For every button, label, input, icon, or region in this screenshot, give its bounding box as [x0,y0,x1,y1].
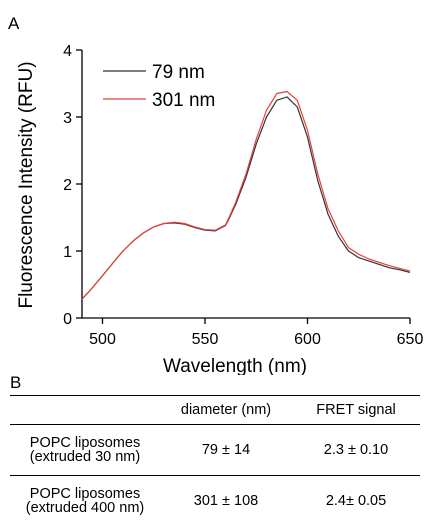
row-name-line2: (extruded 30 nm) [11,450,159,464]
row-diameter: 301 ± 108 [160,476,292,526]
y-tick-label: 3 [63,110,72,127]
row-name-cell: POPC liposomes (extruded 30 nm) [10,425,160,476]
row-diameter: 79 ± 14 [160,425,292,476]
x-tick-label: 550 [192,331,219,348]
row-fret: 2.4± 0.05 [292,476,420,526]
table-header-diameter: diameter (nm) [160,396,292,425]
y-tick-label: 0 [63,311,72,328]
series-line-1 [82,92,410,300]
chart-series [82,92,410,300]
chart-axes [82,50,410,318]
table-header-cell [10,396,160,425]
liposome-table: diameter (nm) FRET signal POPC liposomes… [10,395,420,526]
table-row: POPC liposomes (extruded 400 nm) 301 ± 1… [10,476,420,526]
row-name-cell: POPC liposomes (extruded 400 nm) [10,476,160,526]
table-header-fret: FRET signal [292,396,420,425]
legend-label-1: 301 nm [152,90,215,111]
y-tick-label: 2 [63,177,72,194]
panel-b-label: B [10,373,21,393]
row-name-line1: POPC liposomes [11,487,159,501]
chart-legend: 79 nm 301 nm [103,62,215,111]
x-tick-label: 650 [397,331,424,348]
y-axis-label: Fluorescence Intensity (RFU) [16,61,37,308]
x-tick-label: 500 [89,331,116,348]
table-header-row: diameter (nm) FRET signal [10,396,420,425]
x-axis-label: Wavelength (nm) [163,356,307,375]
y-tick-label: 1 [63,244,72,261]
legend-label-0: 79 nm [152,62,205,83]
row-name-line2: (extruded 400 nm) [11,501,159,515]
y-tick-label: 4 [63,43,72,60]
row-name-line1: POPC liposomes [11,436,159,450]
x-tick-label: 600 [294,331,321,348]
table-row: POPC liposomes (extruded 30 nm) 79 ± 14 … [10,425,420,476]
series-line-0 [82,97,410,299]
fluorescence-chart: 0 1 2 3 4 500 550 600 650 79 nm 301 nm Wavelength… [0,0,426,375]
chart-ticks: 0 1 2 3 4 500 550 600 650 [63,43,423,348]
row-fret: 2.3 ± 0.10 [292,425,420,476]
